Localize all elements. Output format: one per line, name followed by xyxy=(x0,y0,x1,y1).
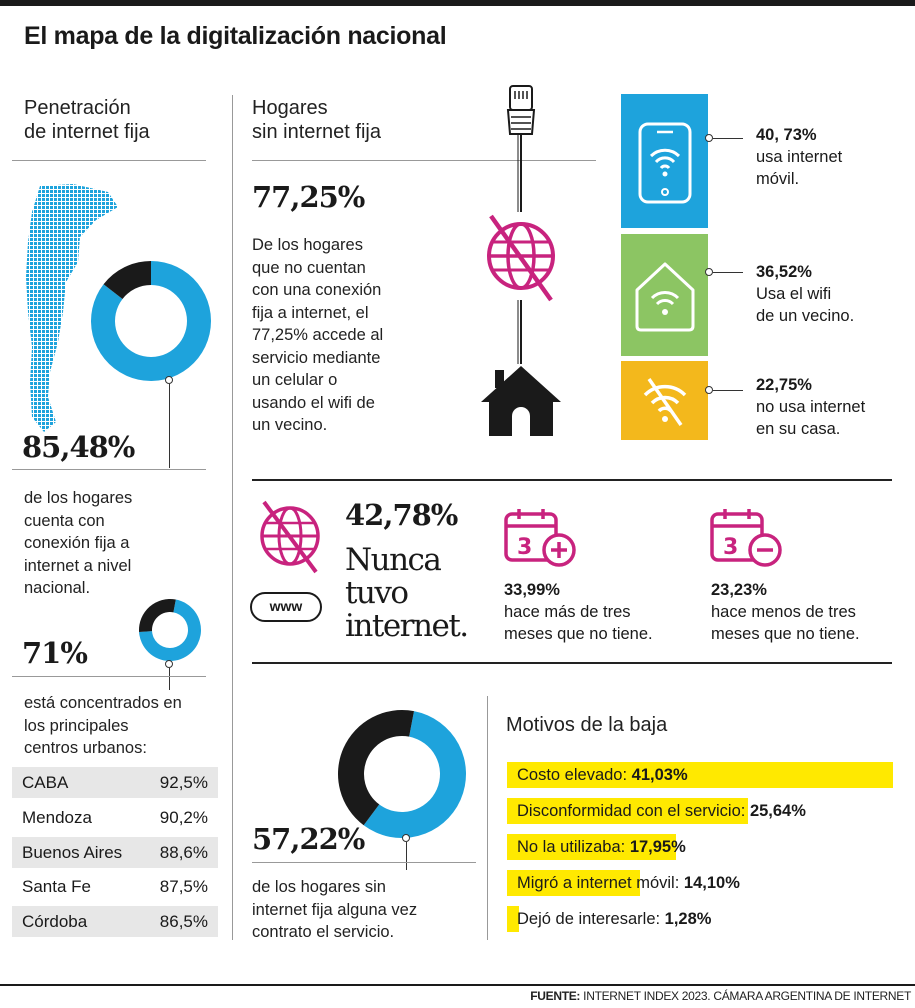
donut-slice-0 xyxy=(363,711,466,838)
noint-callout-line xyxy=(713,390,743,391)
reason-value: 1,28% xyxy=(664,910,712,928)
noint-stat: 22,75% no usa internet en su casa. xyxy=(756,376,866,438)
donut-chart-penetracion xyxy=(91,261,211,381)
city-row-cordoba: Córdoba 86,5% xyxy=(12,906,218,937)
city-value: 87,5% xyxy=(159,877,208,896)
reason-label: Costo elevado: xyxy=(517,766,632,784)
neighbor-stat: 36,52% Usa el wifi de un vecino. xyxy=(756,263,855,325)
neighbor-callout-line xyxy=(713,272,743,273)
neighbor-box xyxy=(621,234,708,356)
never-top-rule xyxy=(252,479,892,481)
reason-bar xyxy=(507,798,749,824)
city-name: CABA xyxy=(22,773,69,792)
svg-text:3: 3 xyxy=(517,535,532,560)
city-value: 92,5% xyxy=(159,773,208,792)
reason-value: 17,95% xyxy=(629,838,686,856)
house-icon xyxy=(481,366,561,436)
never-text: Nunca tuvo internet. xyxy=(345,542,469,644)
reason-label: No la utilizaba: xyxy=(517,838,630,856)
donut-chart-urbanos xyxy=(139,599,201,661)
reason-label: Migró a internet móvil: xyxy=(517,874,684,892)
no-internet-globe-icon xyxy=(479,212,563,302)
left-header-rule xyxy=(12,160,206,161)
penetracion-desc: de los hogares cuenta con conexión fija … xyxy=(24,489,133,597)
cable-illustration xyxy=(479,85,563,436)
calendar-plus-icon: 3 xyxy=(504,509,576,567)
reason-label: Disconformidad con el servicio: xyxy=(517,802,750,820)
reasons-divider xyxy=(487,696,488,940)
source-footer: FUENTE: INTERNET INDEX 2023. CÁMARA ARGE… xyxy=(530,989,911,1003)
no-internet-globe-small-icon xyxy=(260,500,320,574)
smartphone-wifi-icon xyxy=(638,122,692,204)
more-than-3-stat: 33,99% hace más de tres meses que no tie… xyxy=(504,581,653,643)
donut-slice-1 xyxy=(338,710,414,826)
left-header: Penetración de internet fija xyxy=(24,97,150,143)
urbanos-pct: 71% xyxy=(22,636,88,670)
city-row-mendoza: Mendoza 90,2% xyxy=(12,802,218,833)
reason-value: 14,10% xyxy=(683,874,740,892)
urbanos-desc: está concentrados en los principales cen… xyxy=(24,694,182,757)
middle-header: Hogares sin internet fija xyxy=(252,97,381,143)
donut1-callout-line xyxy=(169,384,170,468)
contrato-pct: 57,22% xyxy=(252,822,365,856)
reason-bar xyxy=(507,762,893,788)
reason-bar xyxy=(507,906,520,932)
donut-slice-1 xyxy=(103,261,151,299)
noint-callout-dot xyxy=(705,386,713,394)
contrato-rule xyxy=(252,862,476,863)
never-pct: 42,78% xyxy=(345,498,458,532)
reason-bar xyxy=(507,870,640,896)
city-row-caba: CABA 92,5% xyxy=(12,767,218,798)
reason-bar xyxy=(507,834,676,860)
city-value: 86,5% xyxy=(159,912,208,931)
footer-rule xyxy=(0,984,915,986)
contrato-desc: de los hogares sin internet fija alguna … xyxy=(252,878,418,941)
left-rule-3 xyxy=(12,676,206,677)
mobile-stat: 40, 73% usa internet móvil. xyxy=(756,126,843,188)
city-name: Mendoza xyxy=(22,808,92,827)
column-divider xyxy=(232,95,233,940)
no-internet-box xyxy=(621,361,708,440)
never-bottom-rule xyxy=(252,662,892,664)
city-name: Santa Fe xyxy=(22,877,91,896)
city-name: Córdoba xyxy=(22,912,88,931)
penetracion-pct: 85,48% xyxy=(22,430,135,464)
argentina-map-icon xyxy=(26,184,118,432)
less-than-3-stat: 23,23% hace menos de tres meses que no t… xyxy=(711,581,860,643)
middle-header-rule xyxy=(252,160,596,161)
donut3-callout-dot xyxy=(402,834,410,842)
calendar-minus-icon: 3 xyxy=(710,509,782,567)
reason-value: 41,03% xyxy=(631,766,688,784)
top-rule xyxy=(0,0,915,6)
sin-internet-pct: 77,25% xyxy=(252,180,365,214)
city-row-buenos-aires: Buenos Aires 88,6% xyxy=(12,837,218,868)
reasons-title: Motivos de la baja xyxy=(506,714,668,736)
sin-internet-desc: De los hogares que no cuentan con una co… xyxy=(252,236,384,434)
ethernet-plug-icon xyxy=(506,85,536,135)
page-title: El mapa de la digitalización nacional xyxy=(24,22,447,50)
www-badge: www xyxy=(250,592,322,622)
city-value: 90,2% xyxy=(159,808,208,827)
mobile-box xyxy=(621,94,708,228)
mobile-callout-line xyxy=(713,138,743,139)
reason-label: Dejó de interesarle: xyxy=(517,910,665,928)
neighbor-callout-dot xyxy=(705,268,713,276)
home-wifi-icon xyxy=(635,262,695,332)
donut1-callout-dot xyxy=(165,376,173,384)
donut2-callout-line xyxy=(169,668,170,690)
city-name: Buenos Aires xyxy=(22,843,123,862)
city-row-santa-fe: Santa Fe 87,5% xyxy=(12,871,218,902)
donut3-callout-line xyxy=(406,842,407,870)
wifi-off-icon xyxy=(643,378,687,426)
donut-chart-contrato xyxy=(338,710,466,838)
mobile-callout-dot xyxy=(705,134,713,142)
donut2-callout-dot xyxy=(165,660,173,668)
svg-text:3: 3 xyxy=(723,535,738,560)
donut-slice-0 xyxy=(139,599,201,661)
donut-slice-0 xyxy=(91,261,211,381)
reason-value: 25,64% xyxy=(749,802,806,820)
left-rule-2 xyxy=(12,469,206,470)
donut-slice-1 xyxy=(139,599,176,632)
city-value: 88,6% xyxy=(159,843,208,862)
